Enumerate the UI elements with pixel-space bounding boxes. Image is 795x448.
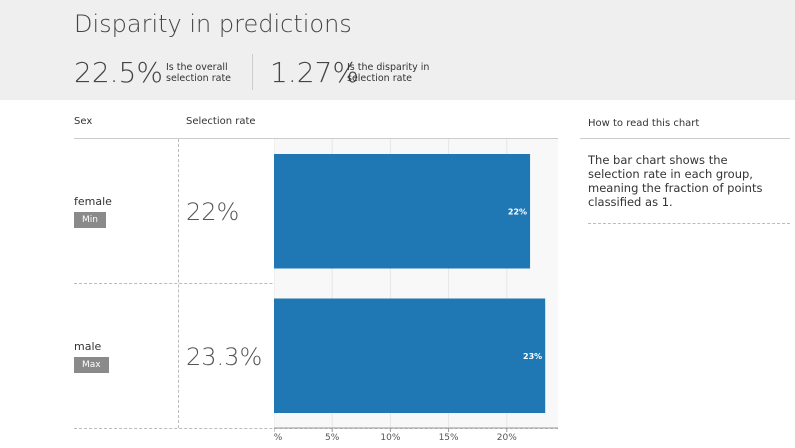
x-tick-label: %	[274, 433, 283, 443]
group-name: female	[74, 195, 112, 208]
badge: Max	[74, 357, 109, 373]
header	[0, 0, 795, 100]
x-tick-label: 10%	[380, 433, 400, 443]
group-name: male	[74, 340, 102, 353]
column-header: Sex	[74, 116, 93, 127]
rate: 23.3%	[186, 343, 263, 371]
x-tick-label: 5%	[325, 433, 340, 443]
metric-value: 1.27%	[270, 56, 359, 89]
help-title: How to read this chart	[588, 118, 700, 129]
bar	[274, 154, 531, 269]
data-label: 23%	[523, 352, 542, 361]
help-rule	[580, 138, 790, 139]
data-label: 22%	[508, 207, 527, 216]
divider	[252, 54, 253, 90]
metric-value: 22.5%	[74, 56, 163, 89]
bar	[274, 298, 546, 413]
rate: 22%	[186, 198, 240, 226]
header-rule	[74, 138, 558, 139]
x-tick-label: 20%	[497, 433, 517, 443]
help-divider	[588, 223, 790, 224]
column-header: Selection rate	[186, 116, 256, 127]
x-tick-label: 15%	[439, 433, 459, 443]
metric-label: Is the disparity in selection rate	[347, 62, 430, 84]
chart: % 5% 10% 15% 20% 22% 23%	[274, 139, 558, 443]
badge: Min	[74, 212, 106, 228]
metric-label: Is the overall selection rate	[166, 62, 232, 84]
help-text: The bar chart shows the selection rate i…	[588, 153, 763, 209]
page-title: Disparity in predictions	[74, 10, 352, 38]
